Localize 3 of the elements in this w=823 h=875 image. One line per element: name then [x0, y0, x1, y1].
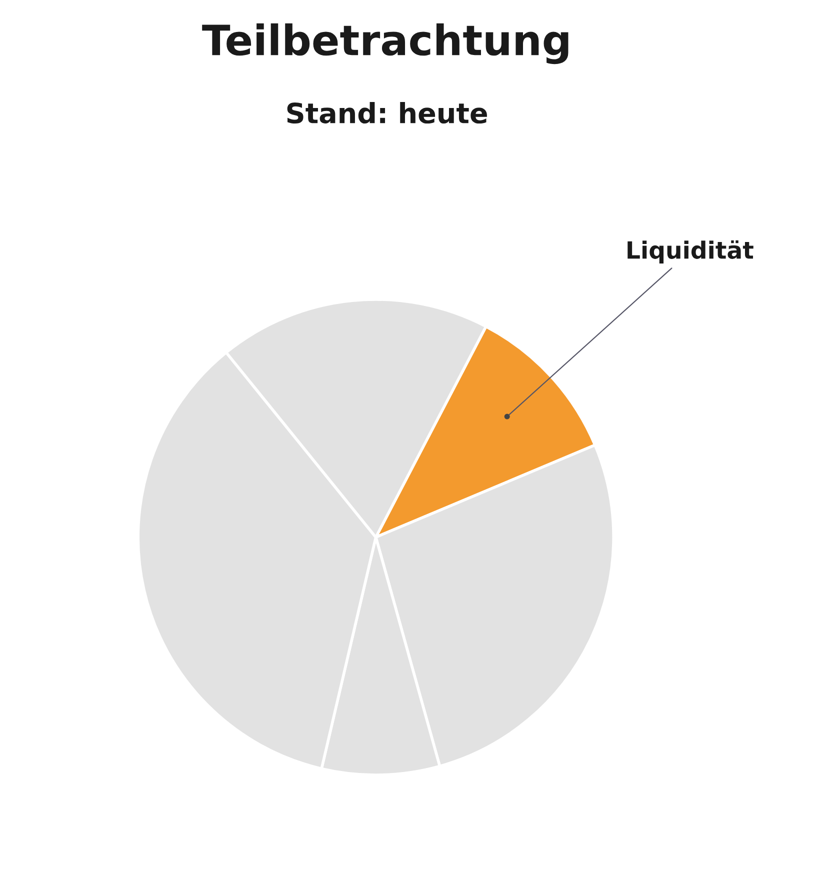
- chart-subtitle: Stand: heute: [287, 102, 487, 124]
- slice-label: Liquidität: [628, 240, 754, 264]
- chart-title: Teilbetrachtung: [202, 23, 568, 64]
